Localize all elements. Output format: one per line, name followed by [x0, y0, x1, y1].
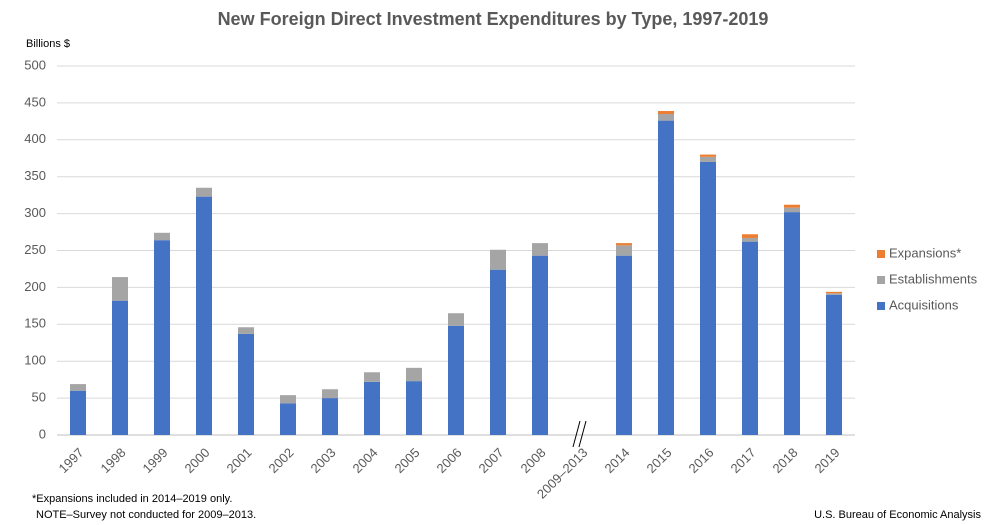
bar-segment [826, 293, 842, 295]
bar-segment [742, 241, 758, 435]
y-tick-label: 450 [24, 94, 46, 109]
bar-segment [70, 390, 86, 435]
x-tick-label: 2008 [517, 445, 548, 476]
bar-segment [742, 237, 758, 242]
bar-segment [784, 204, 800, 208]
y-tick-label: 250 [24, 242, 46, 257]
y-tick-label: 50 [32, 390, 46, 405]
axis-break [572, 420, 581, 448]
x-tick-label: 2015 [643, 445, 674, 476]
bar-segment [700, 156, 716, 162]
bar-segment [196, 187, 212, 197]
bar-segment [742, 234, 758, 238]
legend-label: Expansions* [889, 245, 961, 260]
bar-segment [784, 207, 800, 213]
y-tick-label: 150 [24, 316, 46, 331]
bar-segment [322, 389, 338, 399]
chart-title: New Foreign Direct Investment Expenditur… [218, 9, 769, 29]
x-tick-label: 2014 [601, 445, 632, 476]
bar-segment [532, 255, 548, 435]
legend-label: Acquisitions [889, 297, 959, 312]
legend-swatch [877, 276, 885, 284]
x-tick-label: 2018 [769, 445, 800, 476]
x-tick-label: 2001 [223, 445, 254, 476]
source: U.S. Bureau of Economic Analysis [814, 509, 981, 521]
bar-segment [490, 249, 506, 270]
y-tick-label: 100 [24, 353, 46, 368]
footnote: NOTE–Survey not conducted for 2009–2013. [36, 509, 256, 521]
bar-segment [826, 291, 842, 294]
x-tick-label: 2019 [811, 445, 842, 476]
bar-segment [616, 243, 632, 246]
bar-segment [322, 398, 338, 435]
legend-swatch [877, 250, 885, 258]
bar-segment [112, 277, 128, 301]
bar-segment [406, 367, 422, 382]
y-tick-label: 200 [24, 279, 46, 294]
y-tick-label: 500 [24, 57, 46, 72]
x-tick-label: 2017 [727, 445, 758, 476]
bar-segment [490, 269, 506, 435]
bar-segment [364, 381, 380, 435]
x-tick-label: 2007 [475, 445, 506, 476]
bar-segment [658, 120, 674, 435]
x-tick-label: 2005 [391, 445, 422, 476]
y-tick-label: 0 [39, 426, 46, 441]
bar-segment [616, 255, 632, 435]
bar-segment [784, 212, 800, 435]
bar-segment [700, 161, 716, 435]
bar-segment [280, 395, 296, 404]
legend-label: Establishments [889, 271, 978, 286]
bar-segment [448, 313, 464, 326]
bar-segment [406, 381, 422, 435]
x-tick-label: 2002 [265, 445, 296, 476]
legend-swatch [877, 302, 885, 310]
bar-segment [616, 245, 632, 256]
bar-segment [154, 240, 170, 435]
footnote: *Expansions included in 2014–2019 only. [32, 493, 232, 505]
y-tick-label: 400 [24, 131, 46, 146]
x-tick-label: 2016 [685, 445, 716, 476]
y-tick-label: 300 [24, 205, 46, 220]
bar-segment [658, 113, 674, 121]
x-tick-label: 2006 [433, 445, 464, 476]
bar-segment [238, 333, 254, 435]
x-tick-label: 1998 [97, 445, 128, 476]
x-tick-label: 2004 [349, 445, 380, 476]
bar-segment [700, 154, 716, 157]
bar-segment [448, 325, 464, 435]
x-tick-label: 1997 [55, 445, 86, 476]
x-tick-label: 2000 [181, 445, 212, 476]
bar-segment [280, 403, 296, 435]
x-tick-label: 2003 [307, 445, 338, 476]
x-tick-label: 1999 [139, 445, 170, 476]
bar-segment [238, 327, 254, 334]
y-axis-label: Billions $ [26, 38, 70, 50]
bar-segment [196, 196, 212, 435]
bar-segment [364, 372, 380, 382]
axis-break [578, 420, 587, 448]
bar-segment [532, 243, 548, 256]
y-tick-label: 350 [24, 168, 46, 183]
bar-segment [112, 300, 128, 435]
bar-segment [826, 294, 842, 435]
bar-segment [154, 232, 170, 241]
bar-segment [658, 111, 674, 114]
bar-segment [70, 384, 86, 391]
